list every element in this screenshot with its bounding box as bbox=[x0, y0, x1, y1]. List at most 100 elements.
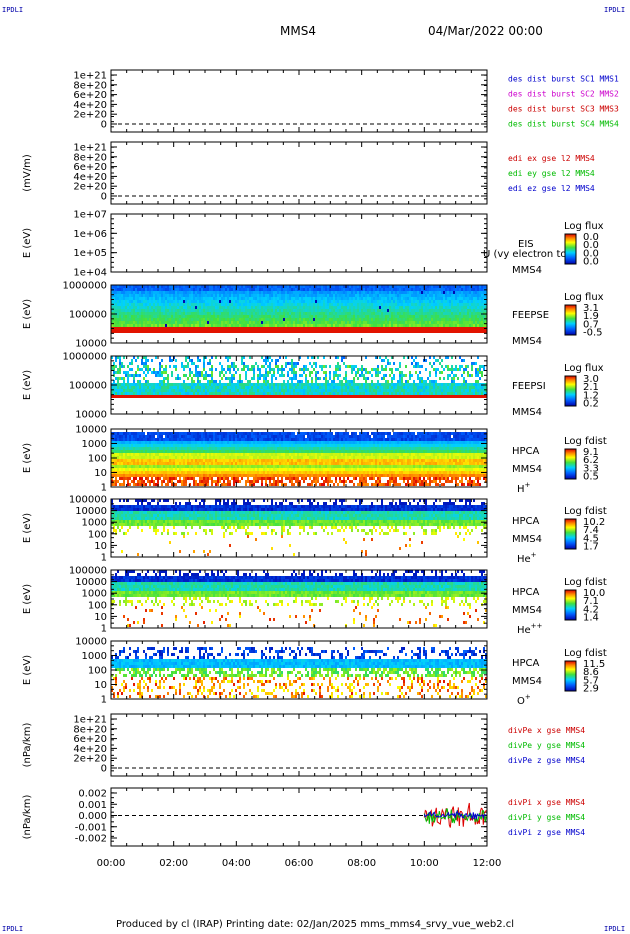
side-label-p5-0: FEEPSI bbox=[512, 381, 546, 392]
xtick-label-1: 02:00 bbox=[159, 858, 188, 869]
ylabel-p11: (nPa/km) bbox=[22, 795, 33, 840]
side-label-p8-1: MMS4 bbox=[512, 605, 542, 616]
species-charge-p6: + bbox=[525, 481, 531, 489]
ytick-label-p6-0: 10000 bbox=[75, 425, 107, 436]
ytick-label-p5-0: 1000000 bbox=[62, 352, 107, 363]
ylabel-p9: E (eV) bbox=[22, 655, 33, 685]
cbar-tick-p6-1: 6.2 bbox=[583, 455, 599, 466]
corner-label-top-left: IPDLI bbox=[2, 6, 24, 14]
species-p6: H+ bbox=[517, 481, 531, 495]
cbar-title-p3: Log flux bbox=[564, 221, 604, 232]
ytick-label-p9-2: 100 bbox=[88, 666, 107, 677]
ylabel-p5: E (eV) bbox=[22, 370, 33, 400]
side-label-p4-0: FEEPSE bbox=[512, 310, 549, 321]
ytick-label-p7-1: 10000 bbox=[75, 506, 107, 517]
xtick-label-4: 08:00 bbox=[347, 858, 376, 869]
ytick-label-p8-0: 100000 bbox=[69, 566, 107, 577]
xtick-label-0: 00:00 bbox=[97, 858, 126, 869]
footer-credit: Produced by cl (IRAP) Printing date: 02/… bbox=[115, 919, 515, 930]
ytick-label-p8-4: 10 bbox=[94, 612, 107, 623]
cbar-tick-p8-3: 1.4 bbox=[583, 613, 599, 624]
side-label-p4-1: MMS4 bbox=[512, 336, 542, 347]
ytick-label-p2-3: 4e+20 bbox=[73, 172, 107, 183]
spectrogram-p9 bbox=[111, 647, 487, 698]
xtick-label-5: 10:00 bbox=[410, 858, 439, 869]
species-p8: He++ bbox=[517, 622, 543, 636]
side-label-p7-0: HPCA bbox=[512, 516, 540, 527]
xtick-label-3: 06:00 bbox=[285, 858, 314, 869]
ytick-label-p3-3: 1e+04 bbox=[73, 268, 107, 279]
side-label-p7-1: MMS4 bbox=[512, 534, 542, 545]
ytick-label-p10-1: 8e+20 bbox=[73, 724, 107, 735]
ytick-label-p10-5: 0 bbox=[101, 764, 107, 775]
ylabel-p4: E (eV) bbox=[22, 299, 33, 329]
legend-p2-1: edi ey gse l2 MMS4 bbox=[508, 169, 595, 178]
ytick-label-p9-4: 1 bbox=[101, 695, 107, 706]
legend-p2-0: edi ex gse l2 MMS4 bbox=[508, 154, 595, 163]
legend-p11-1: divPi y gse MMS4 bbox=[508, 813, 585, 822]
cbar-tick-p6-0: 9.1 bbox=[583, 447, 599, 458]
legend-p1-2: des dist burst SC3 MMS3 bbox=[508, 105, 619, 114]
ytick-label-p1-3: 4e+20 bbox=[73, 100, 107, 111]
ytick-label-p11-1: 0.001 bbox=[78, 800, 107, 811]
ytick-label-p4-0: 1000000 bbox=[62, 281, 107, 292]
ytick-label-p7-2: 1000 bbox=[82, 518, 107, 529]
corner-label-top-right: IPDLI bbox=[604, 6, 626, 14]
cbar-tick-p5-2: 1.2 bbox=[583, 390, 599, 401]
chart-title: MMS4 bbox=[280, 24, 316, 38]
cbar-tick-p8-0: 10.0 bbox=[583, 588, 605, 599]
xtick-label-6: 12:00 bbox=[473, 858, 502, 869]
ytick-label-p6-2: 100 bbox=[88, 454, 107, 465]
spectrogram-p7 bbox=[111, 499, 487, 556]
cbar-tick-p4-3: -0.5 bbox=[583, 328, 603, 339]
ytick-label-p2-4: 2e+20 bbox=[73, 182, 107, 193]
ytick-label-p11-0: 0.002 bbox=[78, 789, 107, 800]
cbar-title-p6: Log fdist bbox=[564, 436, 607, 447]
cbar-tick-p7-1: 7.4 bbox=[583, 525, 599, 536]
side-label-p9-1: MMS4 bbox=[512, 676, 542, 687]
ytick-label-p8-1: 10000 bbox=[75, 577, 107, 588]
side-label-p5-1: MMS4 bbox=[512, 407, 542, 418]
ytick-label-p10-2: 6e+20 bbox=[73, 734, 107, 745]
ylabel-p6: E (eV) bbox=[22, 443, 33, 473]
overlay-p3: Ù (vy electron to bbox=[483, 247, 566, 260]
ytick-label-p2-0: 1e+21 bbox=[73, 143, 107, 154]
cbar-tick-p7-2: 4.5 bbox=[583, 533, 599, 544]
ylabel-p10: (nPa/km) bbox=[22, 723, 33, 768]
cbar-tick-p9-0: 11.5 bbox=[583, 659, 605, 670]
cbar-title-p5: Log flux bbox=[564, 363, 604, 374]
cbar-tick-p6-2: 3.3 bbox=[583, 463, 599, 474]
colorbar-p6 bbox=[564, 448, 577, 480]
ytick-label-p7-3: 100 bbox=[88, 529, 107, 540]
legend-p10-2: divPe z gse MMS4 bbox=[508, 756, 585, 765]
ytick-label-p9-0: 10000 bbox=[75, 637, 107, 648]
corner-label-bottom-left: IPDLI bbox=[2, 925, 24, 933]
cbar-tick-p9-1: 8.6 bbox=[583, 667, 599, 678]
cbar-tick-p4-0: 3.1 bbox=[583, 303, 599, 314]
ytick-label-p8-2: 1000 bbox=[82, 589, 107, 600]
ytick-label-p11-4: -0.002 bbox=[75, 834, 107, 845]
cbar-title-p4: Log flux bbox=[564, 292, 604, 303]
ytick-label-p4-1: 100000 bbox=[69, 310, 107, 321]
cbar-tick-p5-1: 2.1 bbox=[583, 382, 599, 393]
ytick-label-p10-4: 2e+20 bbox=[73, 754, 107, 765]
ytick-label-p6-4: 1 bbox=[101, 483, 107, 494]
ytick-label-p1-0: 1e+21 bbox=[73, 71, 107, 82]
ytick-label-p5-2: 10000 bbox=[75, 410, 107, 421]
panel-frame-p2 bbox=[110, 141, 488, 205]
cbar-title-p9: Log fdist bbox=[564, 648, 607, 659]
cbar-tick-p4-1: 1.9 bbox=[583, 311, 599, 322]
ytick-label-p8-5: 1 bbox=[101, 624, 107, 635]
ytick-label-p5-1: 100000 bbox=[69, 381, 107, 392]
cbar-tick-p3-1: 0.0 bbox=[583, 240, 599, 251]
spectrogram-p5 bbox=[111, 356, 487, 398]
cbar-tick-p3-0: 0.0 bbox=[583, 232, 599, 243]
ylabel-p7: E (eV) bbox=[22, 513, 33, 543]
side-label-p3-0: EIS bbox=[518, 239, 534, 250]
legend-p1-1: des dist burst SC2 MMS2 bbox=[508, 90, 619, 99]
colorbar-p9 bbox=[564, 660, 577, 692]
legend-p10-1: divPe y gse MMS4 bbox=[508, 741, 585, 750]
cbar-tick-p5-0: 3.0 bbox=[583, 374, 599, 385]
